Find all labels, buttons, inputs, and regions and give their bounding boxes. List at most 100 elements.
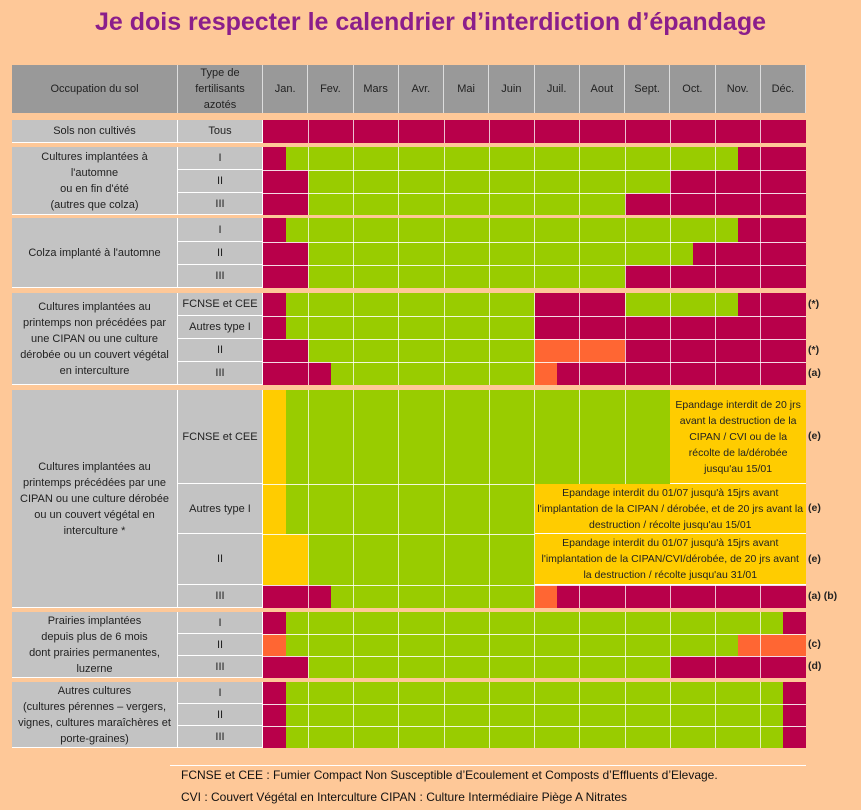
month-gridline	[669, 120, 671, 143]
month-gridline	[579, 193, 581, 215]
period-conditional	[738, 634, 806, 656]
month-gridline	[443, 362, 445, 385]
month-gridline	[534, 265, 535, 288]
period-forbidden	[783, 682, 806, 704]
row-divider	[263, 316, 806, 317]
month-gridline	[307, 484, 309, 534]
month-gridline	[534, 147, 535, 170]
period-forbidden	[263, 656, 309, 678]
month-gridline	[353, 534, 354, 585]
month-gridline	[307, 362, 309, 385]
month-gridline	[534, 193, 535, 215]
month-gridline	[488, 242, 490, 265]
fertilizer-type-label: III	[178, 726, 263, 748]
restriction-annotation: Epandage interdit de 20 jrs avant la des…	[670, 390, 806, 484]
group-label-printemps-non-precedees: Cultures implantées au printemps non pré…	[12, 293, 178, 385]
period-forbidden	[557, 585, 806, 608]
month-gridline	[488, 339, 490, 362]
footnote-ref: (e)	[808, 502, 821, 514]
month-gridline	[534, 656, 535, 678]
month-gridline	[534, 120, 535, 143]
month-gridline	[624, 704, 626, 726]
month-gridline	[715, 265, 716, 288]
month-gridline	[307, 612, 309, 634]
month-gridline	[760, 656, 762, 678]
month-gridline	[398, 193, 400, 215]
month-gridline	[488, 656, 490, 678]
footnote-ref: (*)	[808, 343, 820, 356]
month-gridline	[669, 242, 671, 265]
month-gridline	[443, 612, 445, 634]
footer-legend-cvi-cipan: CVI : Couvert Végétal en Interculture CI…	[181, 790, 627, 804]
month-gridline	[669, 726, 671, 748]
row-divider	[263, 704, 806, 705]
month-gridline	[398, 147, 400, 170]
period-forbidden	[263, 242, 309, 265]
month-gridline	[669, 316, 671, 339]
period-forbidden	[263, 339, 309, 362]
header-month: Sept.	[625, 65, 671, 113]
month-gridline	[488, 534, 490, 585]
month-gridline	[353, 682, 354, 704]
month-gridline	[353, 293, 354, 316]
month-gridline	[443, 193, 445, 215]
period-allowed	[308, 534, 535, 585]
month-gridline	[488, 120, 490, 143]
month-gridline	[443, 634, 445, 656]
month-gridline	[715, 612, 716, 634]
month-gridline	[760, 585, 762, 608]
month-gridline	[488, 265, 490, 288]
month-gridline	[579, 293, 581, 316]
month-gridline	[398, 726, 400, 748]
month-gridline	[579, 170, 581, 193]
month-gridline	[443, 242, 445, 265]
month-gridline	[534, 704, 535, 726]
fertilizer-type-label: Autres type I	[178, 484, 263, 534]
month-gridline	[760, 120, 762, 143]
month-gridline	[715, 704, 716, 726]
month-gridline	[398, 316, 400, 339]
month-gridline	[579, 147, 581, 170]
month-gridline	[579, 390, 581, 484]
month-gridline	[307, 682, 309, 704]
period-forbidden	[738, 293, 806, 316]
month-gridline	[579, 362, 581, 385]
month-gridline	[443, 316, 445, 339]
month-gridline	[443, 682, 445, 704]
period-conditional	[263, 634, 286, 656]
row-divider	[263, 193, 806, 194]
header-month: Mars	[353, 65, 399, 113]
month-gridline	[534, 682, 535, 704]
period-allowed	[285, 316, 535, 339]
month-gridline	[534, 316, 535, 339]
period-forbidden	[263, 316, 286, 339]
fertilizer-type-label: I	[178, 218, 263, 242]
period-allowed	[308, 339, 535, 362]
month-gridline	[624, 265, 626, 288]
month-gridline	[669, 218, 671, 242]
month-gridline	[353, 218, 354, 242]
fertilizer-type-label: III	[178, 362, 263, 385]
month-gridline	[669, 656, 671, 678]
header-month: Avr.	[398, 65, 444, 113]
month-gridline	[715, 170, 716, 193]
period-forbidden	[263, 726, 286, 748]
period-forbidden	[670, 170, 806, 193]
month-gridline	[579, 726, 581, 748]
month-gridline	[534, 170, 535, 193]
month-gridline	[353, 120, 354, 143]
month-gridline	[715, 585, 716, 608]
month-gridline	[579, 704, 581, 726]
period-allowed	[285, 390, 671, 484]
group-label-autres-cultures: Autres cultures (cultures pérennes – ver…	[12, 682, 178, 748]
month-gridline	[307, 242, 309, 265]
month-gridline	[669, 193, 671, 215]
month-gridline	[534, 242, 535, 265]
month-gridline	[398, 242, 400, 265]
page-title: Je dois respecter le calendrier d’interd…	[94, 8, 767, 36]
month-gridline	[443, 218, 445, 242]
month-gridline	[398, 484, 400, 534]
fertilizer-type-label: III	[178, 193, 263, 215]
month-gridline	[760, 170, 762, 193]
month-gridline	[353, 242, 354, 265]
